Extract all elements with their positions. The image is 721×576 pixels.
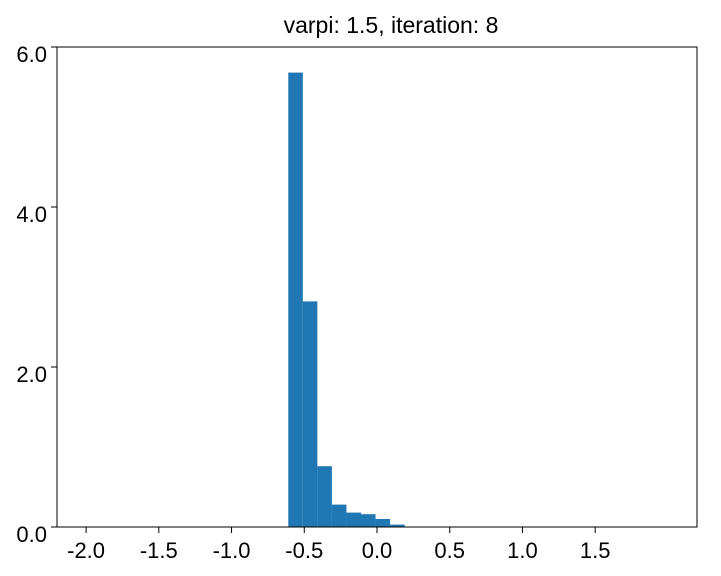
x-tick-label: -1.5	[140, 538, 178, 563]
x-tick-label: 1.5	[580, 538, 611, 563]
x-tick-label: -0.5	[285, 538, 323, 563]
plot-frame	[56, 46, 698, 528]
x-tick-label: 0.5	[434, 538, 465, 563]
bar	[375, 519, 391, 527]
y-tick-label: 6.0	[16, 42, 47, 67]
bar	[361, 514, 376, 527]
bar	[317, 466, 332, 527]
y-tick-label: 0.0	[16, 522, 47, 547]
bar	[302, 301, 318, 527]
bar	[346, 512, 361, 527]
x-tick-label: -2.0	[67, 538, 105, 563]
y-tick-label: 2.0	[16, 362, 47, 387]
x-tick-label: 1.0	[507, 538, 538, 563]
bar	[390, 524, 405, 527]
bar	[331, 504, 347, 527]
bar	[288, 72, 303, 527]
x-tick-label: -1.0	[213, 538, 251, 563]
y-tick-label: 4.0	[16, 202, 47, 227]
x-tick-label: 0.0	[362, 538, 393, 563]
chart-title: varpi: 1.5, iteration: 8	[284, 12, 499, 38]
